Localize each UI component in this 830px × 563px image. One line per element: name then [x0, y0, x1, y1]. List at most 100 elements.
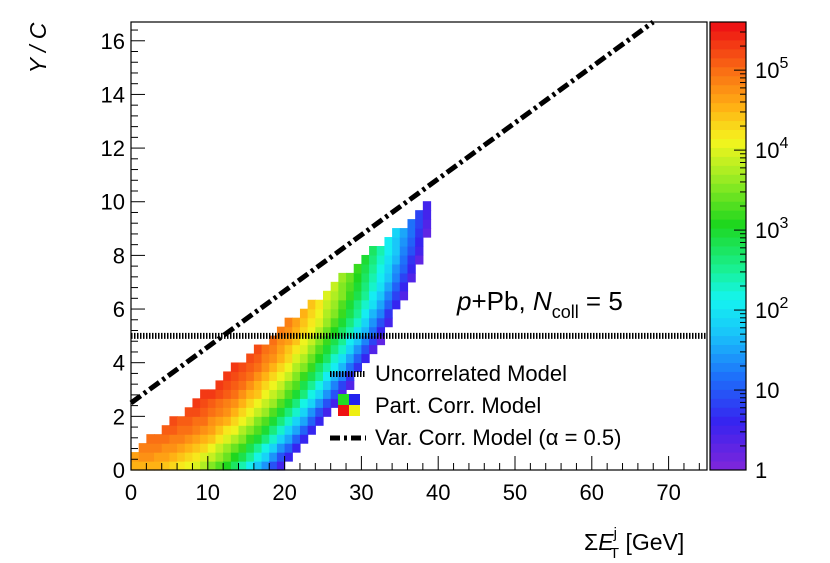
heatmap-cell [269, 434, 278, 444]
heatmap-cell [346, 380, 355, 390]
heatmap-cell [184, 452, 194, 462]
heatmap-cell [292, 416, 301, 426]
heatmap-cell [238, 434, 247, 444]
heatmap-cell [207, 434, 217, 444]
colorbar-segment [710, 407, 746, 417]
heatmap-cell [346, 353, 355, 364]
colorbar-segment [710, 353, 746, 363]
heatmap-cell [230, 398, 240, 408]
heatmap-cell [184, 416, 194, 426]
colorbar-segment [710, 48, 746, 59]
heatmap-cell [384, 317, 393, 328]
heatmap-cell [138, 452, 147, 462]
heatmap-cell [323, 380, 332, 390]
heatmap-cell [246, 434, 255, 444]
heatmap-cell [369, 326, 378, 337]
heatmap-cell [315, 380, 324, 390]
heatmap-cell [215, 416, 224, 426]
heatmap-cell [299, 335, 309, 346]
heatmap-cell [223, 380, 232, 390]
heatmap-cell [307, 326, 316, 337]
heatmap-cell [223, 416, 232, 426]
heatmap-cell [376, 272, 386, 283]
y-axis-title: Y / C [25, 22, 51, 73]
heatmap-cell [169, 425, 178, 435]
heatmap-cell [276, 425, 286, 435]
colorbar-tick-label: 10 [755, 378, 779, 403]
heatmap-cell [207, 461, 217, 471]
heatmap-cell [384, 246, 393, 256]
heatmap-cell [238, 425, 247, 435]
heatmap-cell [330, 299, 339, 310]
colorbar-segment [710, 434, 746, 444]
heatmap-cell [169, 461, 178, 471]
heatmap-cell [353, 353, 362, 364]
heatmap-cell [238, 452, 247, 462]
heatmap-cell [215, 389, 224, 399]
heatmap-cell [384, 237, 393, 247]
heatmap-cell [369, 272, 378, 283]
heatmap-cell [315, 362, 324, 373]
heatmap-cell [269, 335, 278, 346]
heatmap-cell [323, 389, 332, 399]
heatmap-cell [307, 389, 316, 399]
heatmap-cell [284, 452, 293, 462]
heatmap-cell [261, 407, 270, 417]
heatmap-cell [369, 344, 378, 355]
heatmap-cell [323, 335, 332, 346]
heatmap-cell [200, 443, 209, 453]
heatmap-cell [230, 371, 240, 381]
heatmap-cell [200, 461, 209, 471]
heatmap-cell [361, 353, 370, 364]
heatmap-cell [200, 389, 209, 399]
legend-part-corr-swatch [338, 405, 349, 416]
heatmap-cell [415, 219, 424, 229]
heatmap-cell [422, 228, 432, 238]
heatmap-cell [131, 452, 140, 462]
x-tick-label: 20 [272, 480, 296, 505]
colorbar-segment [710, 165, 746, 175]
heatmap-cell [146, 434, 155, 444]
x-tick-label: 70 [656, 480, 680, 505]
heatmap-cell [338, 326, 347, 337]
heatmap-cell [392, 246, 401, 256]
heatmap-cell [299, 434, 309, 444]
heatmap-cell [284, 353, 293, 364]
heatmap-cell [253, 353, 263, 364]
heatmap-cell [253, 362, 263, 373]
heatmap-cell [299, 308, 309, 319]
heatmap-cell [276, 461, 286, 471]
heatmap-cell [346, 335, 355, 346]
heatmap-cell [323, 290, 332, 301]
heatmap-cell [200, 416, 209, 426]
heatmap-cell [192, 425, 201, 435]
heatmap-cell [353, 263, 362, 274]
heatmap-cell [330, 281, 339, 292]
heatmap-cell [192, 452, 201, 462]
heatmap-cell [346, 344, 355, 355]
heatmap-cell [269, 344, 278, 355]
heatmap-cell [276, 362, 286, 373]
heatmap-cell [415, 228, 424, 238]
heatmap-cell [407, 237, 416, 247]
heatmap-cell [284, 362, 293, 373]
legend-label: Var. Corr. Model (α = 0.5) [375, 425, 621, 450]
heatmap-cell [361, 326, 370, 337]
heatmap-cell [192, 416, 201, 426]
heatmap-cell [230, 389, 240, 399]
heatmap-cell [215, 452, 224, 462]
model-lines [129, 19, 707, 405]
heatmap-cell [253, 389, 263, 399]
heatmap-cell [376, 326, 386, 337]
heatmap-cell [369, 308, 378, 319]
heatmap-cell [246, 389, 255, 399]
heatmap-cell [161, 452, 170, 462]
heatmap-cell [307, 398, 316, 408]
heatmap-cell [192, 434, 201, 444]
heatmap-cell [192, 461, 201, 471]
heatmap-cell [338, 362, 347, 373]
heatmap-cell [276, 416, 286, 426]
heatmap-cell [292, 362, 301, 373]
heatmap-cell [315, 299, 324, 310]
